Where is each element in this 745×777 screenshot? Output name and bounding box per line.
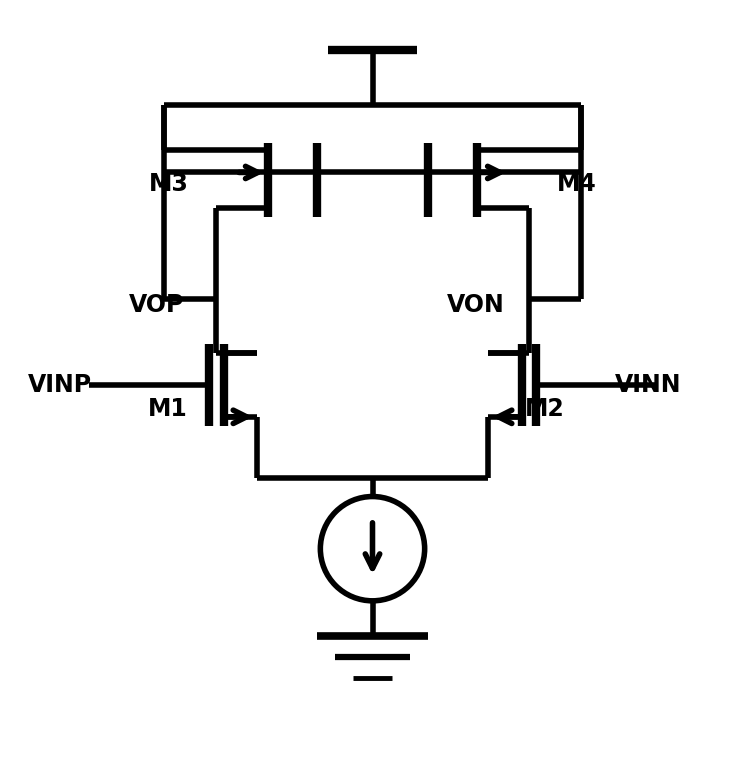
Text: VON: VON	[447, 293, 505, 317]
Text: VINP: VINP	[28, 373, 92, 397]
Text: VOP: VOP	[130, 293, 185, 317]
Text: M3: M3	[148, 172, 188, 196]
Text: VINN: VINN	[615, 373, 681, 397]
Text: M2: M2	[525, 398, 565, 421]
Text: M1: M1	[148, 398, 188, 421]
Text: M4: M4	[557, 172, 596, 196]
